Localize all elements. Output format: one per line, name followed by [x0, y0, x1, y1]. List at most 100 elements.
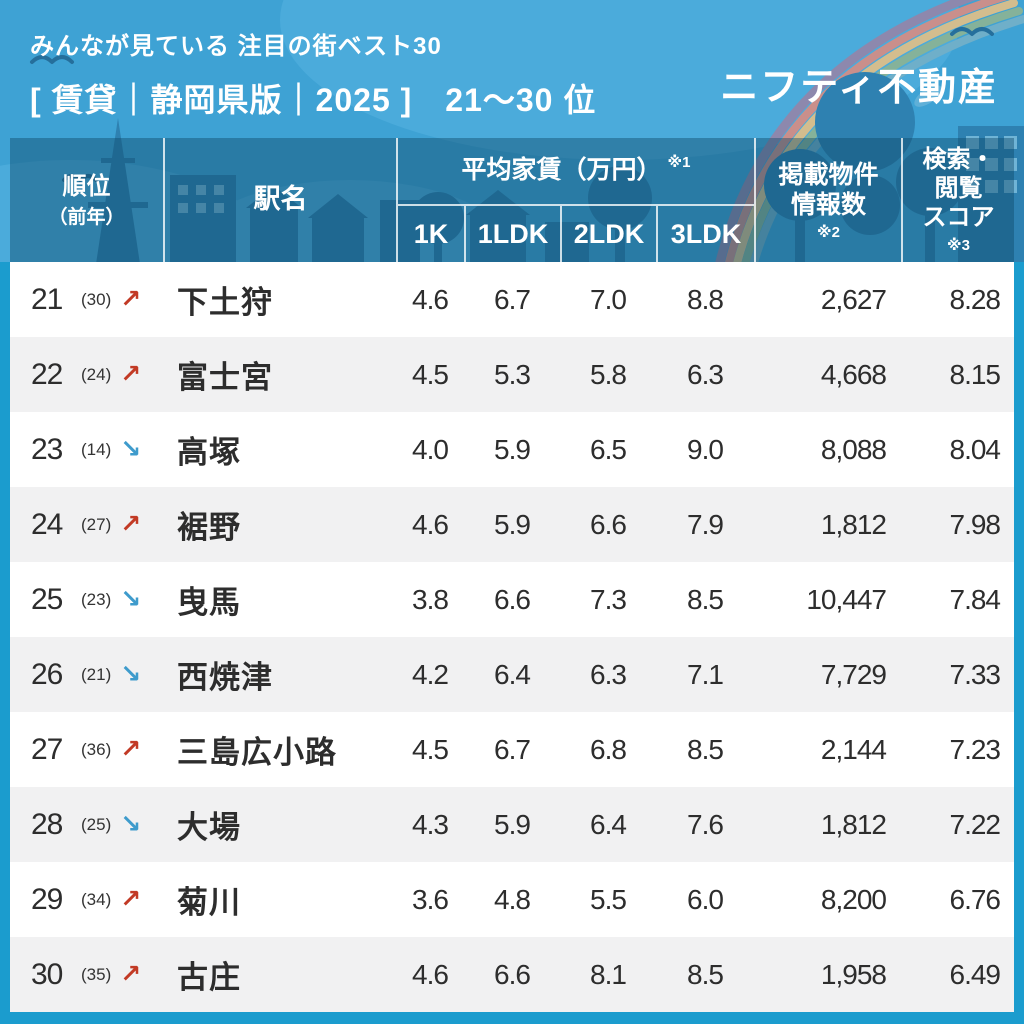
column-header-1k: 1K [396, 206, 464, 262]
table-header: 順位 （前年） 駅名 平均家賃（万円） ※1 1K 1LDK 2LDK 3LDK… [10, 138, 1014, 262]
table-row: 21 (30) ↗ 下土狩 4.6 6.7 7.0 8.8 2,627 8.28 [10, 262, 1014, 337]
column-header-1ldk: 1LDK [464, 206, 560, 262]
rent-3ldk-value: 7.1 [687, 658, 724, 690]
building-windows [178, 136, 1017, 213]
search-view-score: 7.84 [949, 583, 1002, 615]
listings-count: 1,958 [820, 958, 887, 990]
rent-1k-value: 4.5 [412, 358, 449, 390]
trend-down-icon: ↘ [120, 435, 142, 463]
listings-count: 4,668 [820, 358, 887, 390]
search-view-score: 7.22 [949, 808, 1002, 840]
rent-3ldk-value: 6.3 [687, 358, 724, 390]
column-header-listings: 掲載物件 情報数 ※2 [754, 138, 901, 262]
rent-1k-value: 4.3 [412, 808, 449, 840]
rent-2ldk-value: 6.6 [590, 508, 627, 540]
trend-down-icon: ↘ [120, 660, 142, 688]
page-titles: みんなが見ている 注目の街ベスト30 [ 賃貸｜静岡県版｜2025 ] 21〜3… [30, 26, 596, 121]
column-header-rank: 順位 （前年） [48, 172, 125, 228]
listings-count: 8,200 [820, 883, 887, 915]
rent-1k-value: 4.6 [412, 283, 449, 315]
previous-rank: (14) [81, 439, 112, 459]
search-view-score: 7.98 [949, 508, 1002, 540]
rent-1ldk-value: 6.7 [494, 733, 531, 765]
rent-2ldk-value: 7.0 [590, 283, 627, 315]
previous-rank: (25) [81, 814, 112, 834]
station-name: 下土狩 [177, 285, 273, 320]
table-row: 28 (25) ↘ 大場 4.3 5.9 6.4 7.6 1,812 7.22 [10, 787, 1014, 862]
trend-up-icon: ↗ [120, 960, 142, 988]
rank-cell: 24 (27) ↗ [10, 508, 163, 542]
rank-number: 21 [31, 282, 63, 316]
trend-up-icon: ↗ [120, 510, 142, 538]
rent-3ldk-value: 6.0 [687, 883, 724, 915]
station-name: 大場 [177, 810, 241, 845]
search-view-score: 8.15 [949, 358, 1002, 390]
rent-3ldk-value: 8.8 [687, 283, 724, 315]
rank-number: 25 [31, 582, 63, 616]
rent-2ldk-value: 8.1 [590, 958, 627, 990]
search-view-score: 7.23 [949, 733, 1002, 765]
background-illustration [0, 0, 1024, 280]
page-title: みんなが見ている 注目の街ベスト30 [30, 33, 442, 60]
previous-rank: (23) [81, 589, 112, 609]
leaf-icon [914, 85, 942, 107]
column-header-station: 駅名 [163, 138, 396, 262]
station-name: 裾野 [177, 510, 241, 545]
rent-2ldk-value: 6.8 [590, 733, 627, 765]
column-header-rent-group: 平均家賃（万円） ※1 [396, 138, 754, 206]
footnote-mark-2: ※2 [817, 223, 840, 241]
station-name: 古庄 [177, 960, 241, 995]
rent-3ldk-value: 8.5 [687, 583, 724, 615]
trend-down-icon: ↘ [120, 585, 142, 613]
page-subtitle: [ 賃貸｜静岡県版｜2025 ] 21〜30 位 [30, 82, 597, 118]
rent-1ldk-value: 6.6 [494, 583, 531, 615]
rent-2ldk-value: 5.8 [590, 358, 627, 390]
rent-1k-value: 4.6 [412, 958, 449, 990]
table-row: 24 (27) ↗ 裾野 4.6 5.9 6.6 7.9 1,812 7.98 [10, 487, 1014, 562]
listings-count: 10,447 [806, 583, 887, 615]
rent-3ldk-value: 7.9 [687, 508, 724, 540]
rank-cell: 23 (14) ↘ [10, 433, 163, 467]
rent-1ldk-value: 6.6 [494, 958, 531, 990]
rent-1k-value: 3.8 [412, 583, 449, 615]
search-view-score: 6.76 [949, 883, 1002, 915]
previous-rank: (24) [81, 364, 112, 384]
rent-1ldk-value: 5.3 [494, 358, 531, 390]
rank-number: 23 [31, 432, 63, 466]
rank-cell: 22 (24) ↗ [10, 358, 163, 392]
table-row: 27 (36) ↗ 三島広小路 4.5 6.7 6.8 8.5 2,144 7.… [10, 712, 1014, 787]
listings-count: 1,812 [820, 808, 887, 840]
bird-icons [30, 27, 994, 182]
rent-2ldk-value: 6.4 [590, 808, 627, 840]
rent-1k-value: 4.0 [412, 433, 449, 465]
rent-2ldk-value: 7.3 [590, 583, 627, 615]
trend-down-icon: ↘ [120, 810, 142, 838]
rent-1k-value: 4.2 [412, 658, 449, 690]
search-view-score: 8.28 [949, 283, 1002, 315]
rank-cell: 26 (21) ↘ [10, 658, 163, 692]
column-header-2ldk: 2LDK [560, 206, 656, 262]
station-name: 曳馬 [177, 585, 241, 620]
table-body: 21 (30) ↗ 下土狩 4.6 6.7 7.0 8.8 2,627 8.28… [10, 262, 1014, 1012]
rank-number: 27 [31, 732, 63, 766]
previous-rank: (35) [81, 964, 112, 984]
column-header-score: 検索・ 閲覧 スコア ※3 [901, 138, 1014, 262]
rank-number: 24 [31, 507, 63, 541]
station-name: 西焼津 [177, 660, 273, 695]
city-silhouette [88, 72, 1024, 266]
rent-3ldk-value: 9.0 [687, 433, 724, 465]
rent-1ldk-value: 6.4 [494, 658, 531, 690]
rank-cell: 28 (25) ↘ [10, 808, 163, 842]
rank-cell: 30 (35) ↗ [10, 958, 163, 992]
brand-logo: ニフティ不動産 [720, 67, 998, 109]
rent-1ldk-value: 5.9 [494, 433, 531, 465]
rent-2ldk-value: 6.5 [590, 433, 627, 465]
previous-rank: (21) [81, 664, 112, 684]
listings-count: 2,144 [820, 733, 887, 765]
footnote-mark-3: ※3 [947, 236, 970, 254]
rank-cell: 21 (30) ↗ [10, 283, 163, 317]
search-view-score: 6.49 [949, 958, 1002, 990]
listings-count: 1,812 [820, 508, 887, 540]
search-view-score: 8.04 [949, 433, 1002, 465]
